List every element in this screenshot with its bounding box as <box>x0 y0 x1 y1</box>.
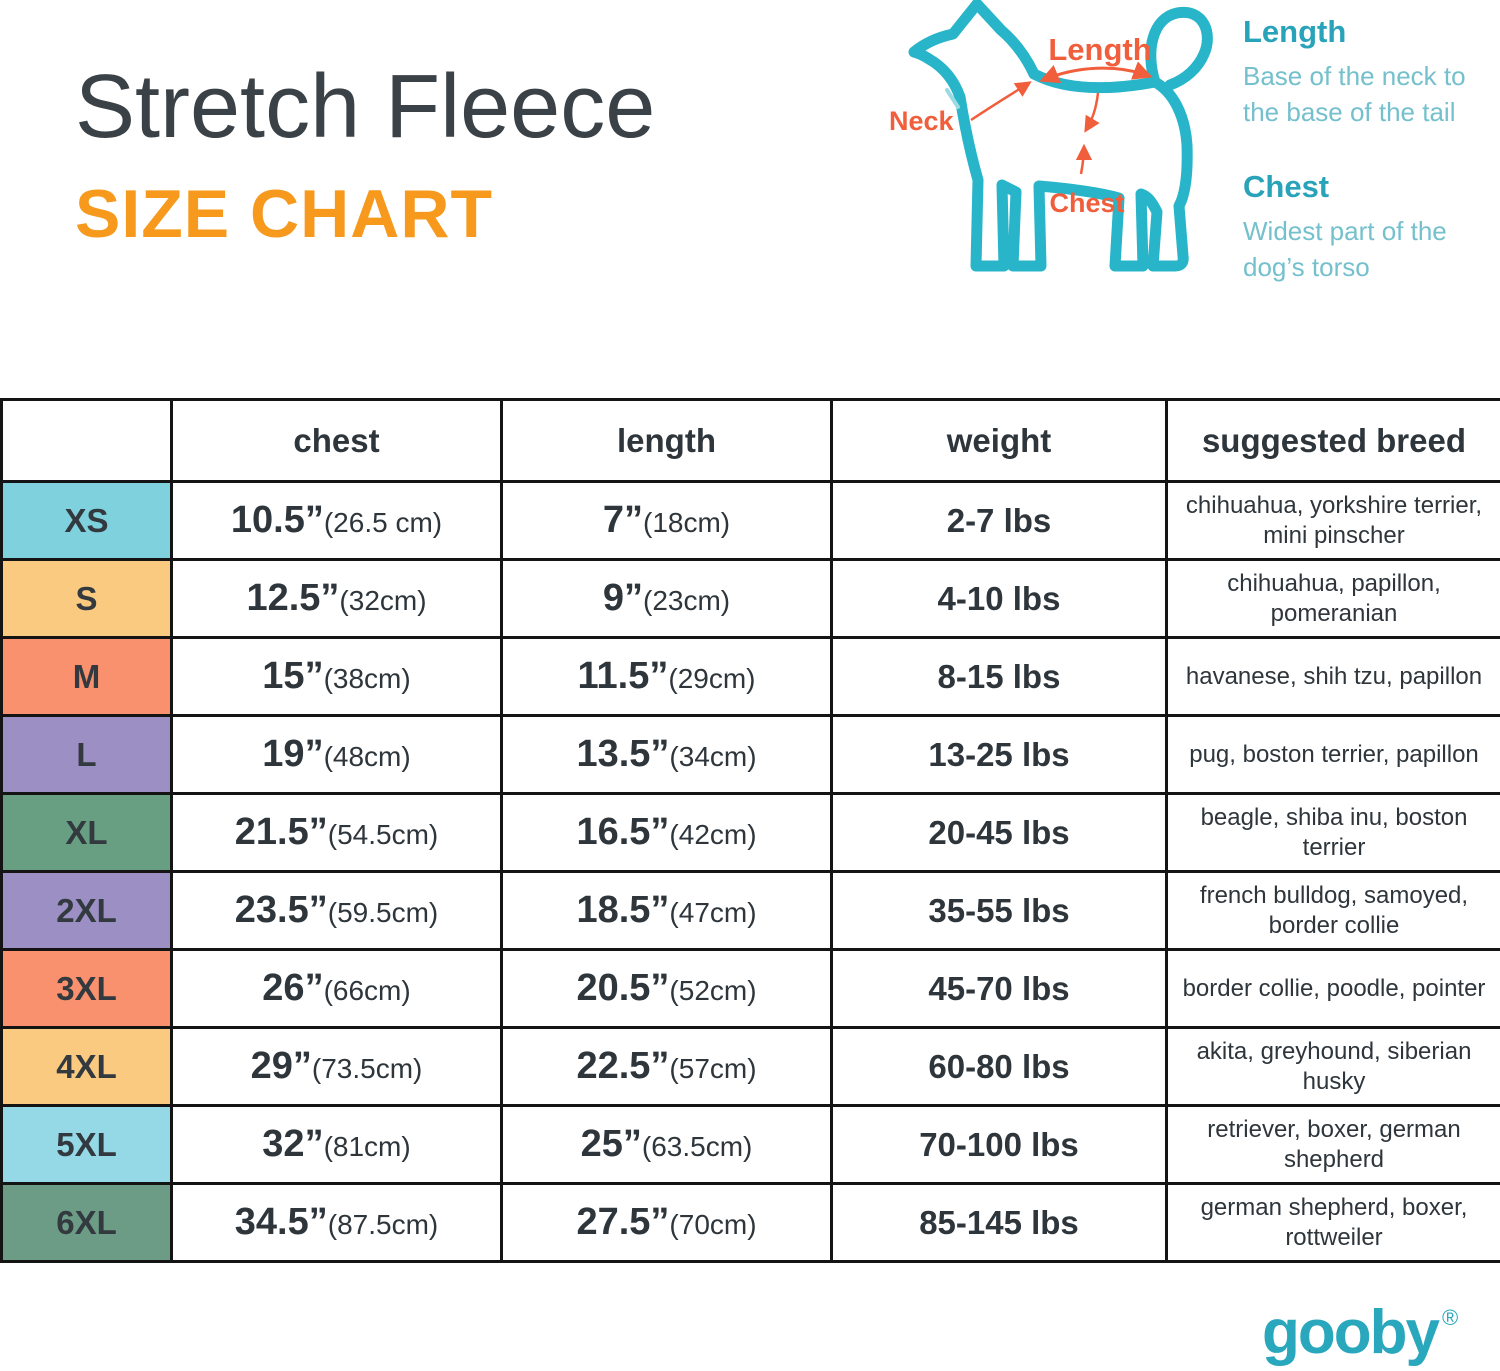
title-block: Stretch Fleece SIZE CHART <box>75 62 655 248</box>
length-value: 11.5”(29cm) <box>500 636 833 717</box>
table-row: 3XL 26”(66cm) 20.5”(52cm) 45-70 lbs border c… <box>0 948 1500 1029</box>
chest-value: 34.5”(87.5cm) <box>170 1182 503 1263</box>
size-label: M <box>0 636 173 717</box>
legend-item-chest: Chest Widest part of the dog’s torso <box>1243 169 1468 286</box>
size-label: L <box>0 714 173 795</box>
breed-value: border collie, poodle, pointer <box>1165 948 1500 1029</box>
chest-value: 19”(48cm) <box>170 714 503 795</box>
size-table-head: chest length weight suggested breed <box>0 398 1500 483</box>
dog-tail-outline <box>1145 6 1213 91</box>
length-label: Length <box>1048 32 1151 67</box>
size-table-body: XS 10.5”(26.5 cm) 7”(18cm) 2-7 lbs chihuahua… <box>0 480 1500 1263</box>
chest-value: 15”(38cm) <box>170 636 503 717</box>
page-subtitle: SIZE CHART <box>75 176 493 252</box>
neck-arrow <box>970 81 1032 122</box>
chest-value: 26”(66cm) <box>170 948 503 1029</box>
weight-value: 85-145 lbs <box>830 1182 1168 1263</box>
measurement-legend: Length Base of the neck to the base of t… <box>1243 14 1468 324</box>
length-value: 13.5”(34cm) <box>500 714 833 795</box>
weight-value: 20-45 lbs <box>830 792 1168 873</box>
chest-value: 29”(73.5cm) <box>170 1026 503 1107</box>
chest-value: 12.5”(32cm) <box>170 558 503 639</box>
length-value: 27.5”(70cm) <box>500 1182 833 1263</box>
breed-value: chihuahua, yorkshire terrier, mini pinsc… <box>1165 480 1500 561</box>
table-row: 2XL 23.5”(59.5cm) 18.5”(47cm) 35-55 lbs fren… <box>0 870 1500 951</box>
weight-value: 8-15 lbs <box>830 636 1168 717</box>
length-value: 9”(23cm) <box>500 558 833 639</box>
table-row: M 15”(38cm) 11.5”(29cm) 8-15 lbs havanese, s… <box>0 636 1500 717</box>
weight-value: 70-100 lbs <box>830 1104 1168 1185</box>
registered-mark: ® <box>1441 1305 1459 1330</box>
breed-value: retriever, boxer, german shepherd <box>1165 1104 1500 1185</box>
length-value: 20.5”(52cm) <box>500 948 833 1029</box>
length-value: 22.5”(57cm) <box>500 1026 833 1107</box>
brand-name: gooby <box>1262 1298 1440 1367</box>
header-length: length <box>500 398 833 483</box>
size-label: 6XL <box>0 1182 173 1263</box>
table-row: 6XL 34.5”(87.5cm) 27.5”(70cm) 85-145 lbs ger… <box>0 1182 1500 1263</box>
weight-value: 60-80 lbs <box>830 1026 1168 1107</box>
chest-down-arrow <box>1084 92 1100 133</box>
table-row: XL 21.5”(54.5cm) 16.5”(42cm) 20-45 lbs beagl… <box>0 792 1500 873</box>
chest-label: Chest <box>1049 188 1124 218</box>
length-value: 16.5”(42cm) <box>500 792 833 873</box>
dog-outline-icon: Length Neck Chest <box>889 0 1213 272</box>
breed-value: french bulldog, samoyed, border collie <box>1165 870 1500 951</box>
size-label: 4XL <box>0 1026 173 1107</box>
weight-value: 2-7 lbs <box>830 480 1168 561</box>
header-row: chest length weight suggested breed <box>0 398 1500 483</box>
breed-value: pug, boston terrier, papillon <box>1165 714 1500 795</box>
chest-value: 21.5”(54.5cm) <box>170 792 503 873</box>
legend-item-length: Length Base of the neck to the base of t… <box>1243 14 1468 131</box>
brand-logo: gooby ® <box>1262 1302 1458 1364</box>
table-row: L 19”(48cm) 13.5”(34cm) 13-25 lbs pug, bosto… <box>0 714 1500 795</box>
legend-definition-chest: Widest part of the dog’s torso <box>1243 215 1447 283</box>
neck-tick <box>945 88 960 109</box>
table-row: 5XL 32”(81cm) 25”(63.5cm) 70-100 lbs retriev… <box>0 1104 1500 1185</box>
header-size <box>0 398 173 483</box>
header-breed: suggested breed <box>1165 398 1500 483</box>
breed-value: beagle, shiba inu, boston terrier <box>1165 792 1500 873</box>
chest-up-arrow <box>1075 143 1093 175</box>
breed-value: havanese, shih tzu, papillon <box>1165 636 1500 717</box>
breed-value: akita, greyhound, siberian husky <box>1165 1026 1500 1107</box>
size-label: XL <box>0 792 173 873</box>
size-label: XS <box>0 480 173 561</box>
size-table: chest length weight suggested breed XS 10… <box>0 398 1500 1263</box>
table-row: S 12.5”(32cm) 9”(23cm) 4-10 lbs chihuahua, p… <box>0 558 1500 639</box>
weight-value: 35-55 lbs <box>830 870 1168 951</box>
legend-term-chest: Chest <box>1243 168 1330 204</box>
size-label: 2XL <box>0 870 173 951</box>
header-weight: weight <box>830 398 1168 483</box>
size-label: 5XL <box>0 1104 173 1185</box>
legend-term-length: Length <box>1243 14 1347 49</box>
dog-measurement-diagram: Length Neck Chest <box>855 0 1225 300</box>
size-label: S <box>0 558 173 639</box>
weight-value: 4-10 lbs <box>830 558 1168 639</box>
chest-value: 23.5”(59.5cm) <box>170 870 503 951</box>
page-title: Stretch Fleece <box>75 57 656 157</box>
breed-value: chihuahua, papillon, pomeranian <box>1165 558 1500 639</box>
length-value: 25”(63.5cm) <box>500 1104 833 1185</box>
table-row: XS 10.5”(26.5 cm) 7”(18cm) 2-7 lbs chihuahua… <box>0 480 1500 561</box>
legend-definition-length: Base of the neck to the base of the tail <box>1243 61 1466 128</box>
length-value: 18.5”(47cm) <box>500 870 833 951</box>
size-label: 3XL <box>0 948 173 1029</box>
table-row: 4XL 29”(73.5cm) 22.5”(57cm) 60-80 lbs akita,… <box>0 1026 1500 1107</box>
breed-value: german shepherd, boxer, rottweiler <box>1165 1182 1500 1263</box>
weight-value: 13-25 lbs <box>830 714 1168 795</box>
chest-value: 32”(81cm) <box>170 1104 503 1185</box>
neck-label: Neck <box>889 106 955 136</box>
weight-value: 45-70 lbs <box>830 948 1168 1029</box>
length-arrow <box>1039 61 1153 84</box>
size-table-section: chest length weight suggested breed XS 10… <box>0 398 1500 1263</box>
length-value: 7”(18cm) <box>500 480 833 561</box>
header-chest: chest <box>170 398 503 483</box>
chest-value: 10.5”(26.5 cm) <box>170 480 503 561</box>
